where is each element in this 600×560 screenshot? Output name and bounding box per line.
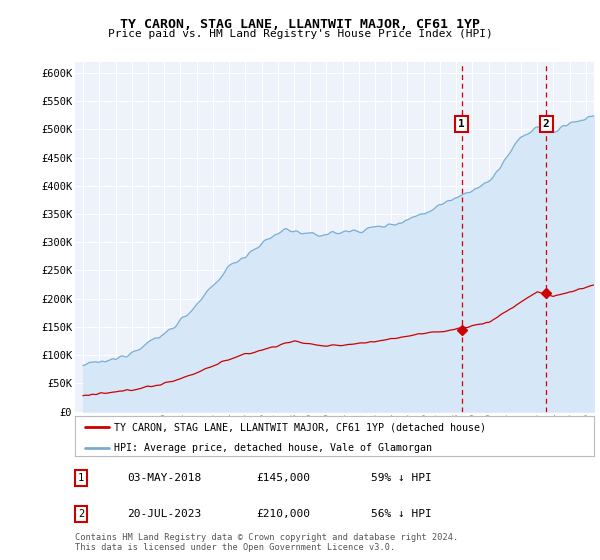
Text: 20-JUL-2023: 20-JUL-2023	[127, 509, 201, 519]
Text: 2: 2	[543, 119, 550, 129]
Text: TY CARON, STAG LANE, LLANTWIT MAJOR, CF61 1YP: TY CARON, STAG LANE, LLANTWIT MAJOR, CF6…	[120, 18, 480, 31]
Text: Contains HM Land Registry data © Crown copyright and database right 2024.: Contains HM Land Registry data © Crown c…	[75, 533, 458, 542]
Text: HPI: Average price, detached house, Vale of Glamorgan: HPI: Average price, detached house, Vale…	[114, 442, 432, 452]
Text: 03-MAY-2018: 03-MAY-2018	[127, 473, 201, 483]
Text: £210,000: £210,000	[257, 509, 311, 519]
Text: Price paid vs. HM Land Registry's House Price Index (HPI): Price paid vs. HM Land Registry's House …	[107, 29, 493, 39]
Text: 59% ↓ HPI: 59% ↓ HPI	[371, 473, 431, 483]
Text: TY CARON, STAG LANE, LLANTWIT MAJOR, CF61 1YP (detached house): TY CARON, STAG LANE, LLANTWIT MAJOR, CF6…	[114, 422, 486, 432]
Text: £145,000: £145,000	[257, 473, 311, 483]
Text: 1: 1	[458, 119, 465, 129]
Text: 1: 1	[78, 473, 85, 483]
Text: This data is licensed under the Open Government Licence v3.0.: This data is licensed under the Open Gov…	[75, 543, 395, 552]
Text: 56% ↓ HPI: 56% ↓ HPI	[371, 509, 431, 519]
Text: 2: 2	[78, 509, 85, 519]
